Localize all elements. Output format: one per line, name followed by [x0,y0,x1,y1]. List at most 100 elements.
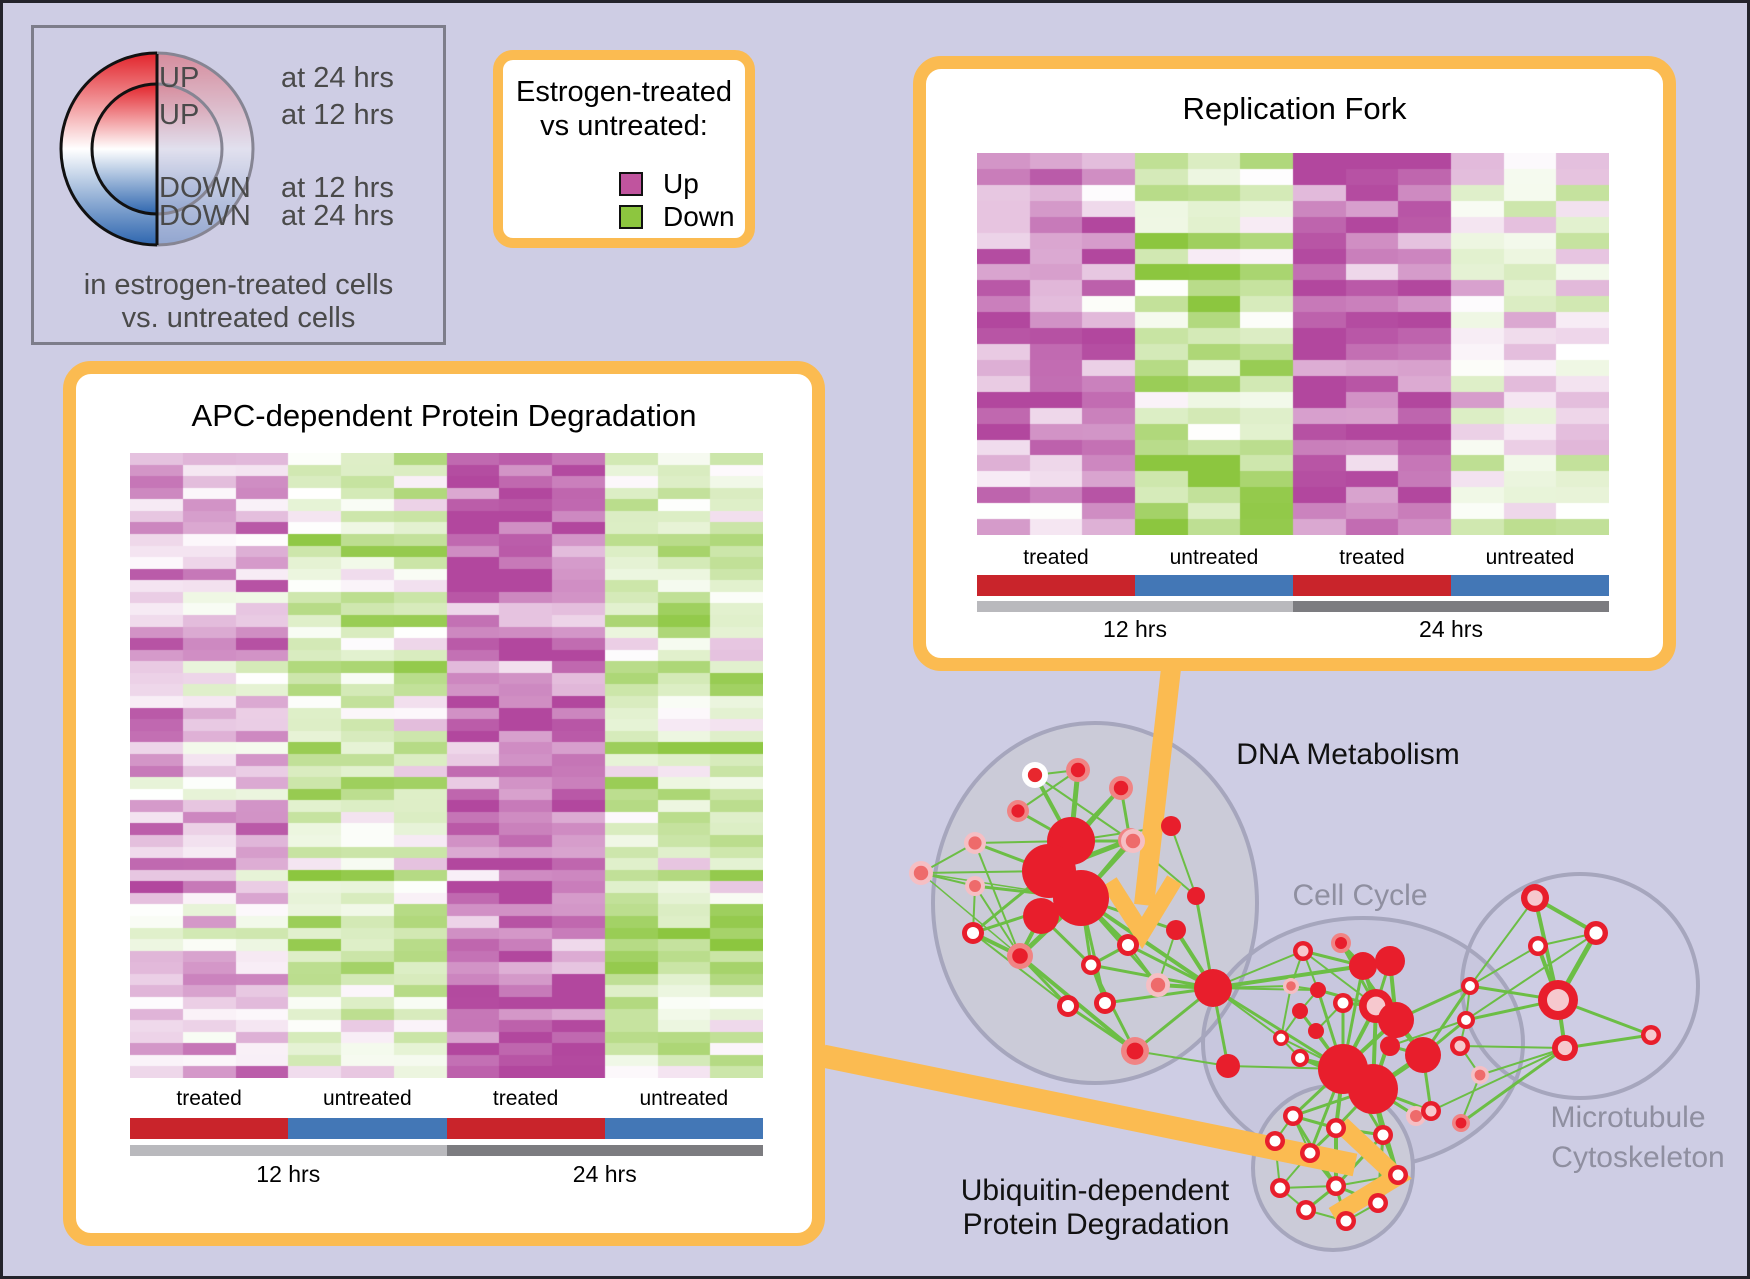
rf-panel-title: Replication Fork [1182,91,1407,126]
network-edge [974,885,1021,957]
untreated-bar [1135,575,1293,596]
down-swatch-label: Down [663,201,735,232]
rf-heatmap [977,153,1609,535]
panel-replication-fork-heatmap: Replication Fork treated untreated treat… [913,56,1676,671]
untreated-bar [604,1118,763,1139]
network-node [1375,946,1405,976]
rf-group-label: treated [1339,546,1405,569]
untreated-bar [288,1118,447,1139]
network-node [1461,1015,1471,1025]
rf-group-label: untreated [1169,546,1259,569]
network-node [969,880,981,892]
network-node [1308,1023,1324,1039]
network-node [1330,1180,1342,1192]
treated-bar [130,1118,289,1139]
treated-bar [446,1118,605,1139]
network-edge [1212,964,1364,990]
network-node [1425,1105,1437,1117]
network-node [1126,1042,1144,1060]
up-swatch [619,172,643,196]
network-node [1070,762,1086,778]
network-edge [1465,932,1597,1021]
time24-bar [1293,601,1609,612]
apc-group-label: untreated [323,1087,412,1110]
network-node [1113,780,1129,796]
network-edge [1034,774,1131,841]
apc-group-label: treated [492,1087,559,1110]
network-node [1287,1110,1299,1122]
apc-heatmap [130,453,763,1078]
network-node [1532,940,1544,952]
time12-bar [977,601,1293,612]
panel-apc-heatmap: APC-dependent Protein Degradation treate… [63,361,825,1246]
network-edge [920,872,1021,957]
network-node [1377,1129,1389,1141]
legend-down12-time: at 12 hrs [281,172,394,204]
network-node [966,926,980,940]
treated-bar [1293,575,1451,596]
network-edge [972,932,1069,1007]
network-node [1410,1110,1422,1122]
network-node [1300,1204,1312,1216]
time12-label: 12 hrs [256,1161,321,1187]
apc-group-labels: treated untreated treated untreated [130,1087,763,1111]
time12-bar [130,1145,447,1156]
down-swatch [619,205,643,229]
network-node [1465,981,1475,991]
network-node [1349,952,1377,980]
estrogen-color-legend: Estrogen-treated vs untreated: Up Down [493,50,755,248]
network-node [1348,1064,1398,1114]
untreated-bar [1451,575,1609,596]
network-node [913,865,929,881]
rf-time-bars [977,601,1609,612]
network-node [1310,982,1326,998]
network-node [1023,898,1059,934]
network-edge [1017,769,1079,812]
network-node [1292,1003,1308,1019]
apc-group-label: untreated [639,1087,729,1110]
network-node [1161,816,1181,836]
color-legend-title-line1: Estrogen-treated [515,76,732,108]
apc-panel-title: APC-dependent Protein Degradation [191,398,697,433]
network-edge [1469,945,1539,987]
network-node [1589,926,1603,940]
color-legend-title-line2: vs untreated: [540,110,708,142]
network-node [1286,981,1296,991]
updown-rings-icon [59,51,255,247]
network-node [1098,996,1112,1010]
network-node [1547,989,1569,1011]
connector-arrow-shaft [1134,649,1183,907]
network-node [1297,945,1309,957]
network-node [1085,959,1097,971]
time24-label: 24 hrs [1419,616,1483,642]
network-node [1645,1029,1657,1041]
network-node [1274,1182,1286,1194]
time24-label: 24 hrs [572,1161,637,1187]
network-node [1304,1147,1316,1159]
apc-time-labels: 12 hrs 24 hrs [130,1161,763,1188]
network-node [1335,937,1347,949]
network-node [1061,999,1075,1013]
network-edge [1459,1045,1566,1049]
time24-bar [446,1145,763,1156]
network-node [1337,997,1349,1009]
network-node [1474,1069,1486,1081]
rf-group-labels: treated untreated treated untreated [977,546,1609,570]
network-edge [1479,1047,1566,1076]
legend-footer-line1: in estrogen-treated cells [83,269,394,301]
legend-up24-time: at 24 hrs [281,62,394,94]
network-node [1557,1040,1573,1056]
legend-footer-line2: vs. untreated cells [121,302,356,334]
network-node [1392,1169,1404,1181]
network-node [1378,1002,1414,1038]
legend-down24-label: DOWN [159,200,251,232]
network-node [1269,1135,1281,1147]
rf-group-label: treated [1023,546,1089,569]
legend-up12-time: at 12 hrs [281,99,394,131]
network-node [1276,1033,1286,1043]
legend-up24-label: UP [159,62,200,94]
updown-legend: UP at 24 hrs UP at 12 hrs DOWN at 12 hrs… [31,25,446,345]
legend-down12-label: DOWN [159,172,251,204]
network-node [1216,1054,1240,1078]
